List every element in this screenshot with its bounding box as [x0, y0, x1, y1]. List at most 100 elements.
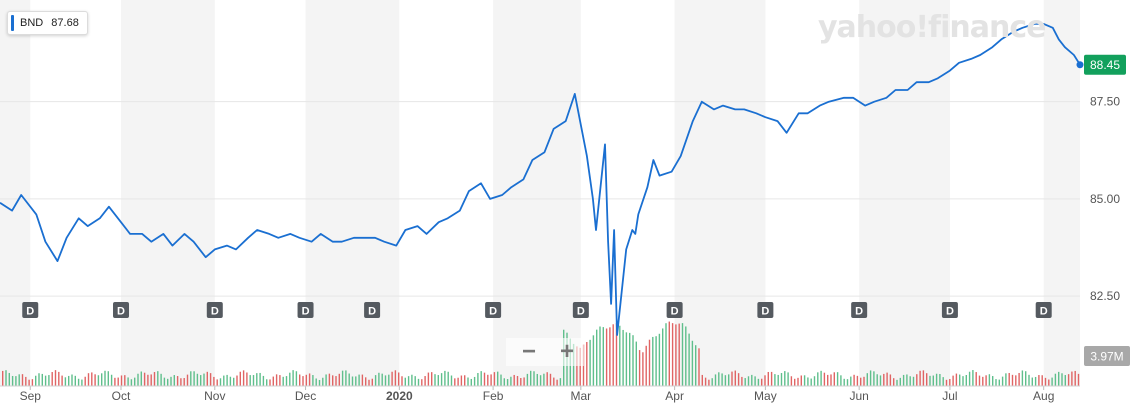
volume-bar: [959, 374, 961, 386]
volume-tag: 3.97M: [1084, 346, 1130, 366]
volume-bar: [450, 375, 453, 386]
volume-bar: [780, 373, 783, 386]
volume-bar: [335, 376, 337, 386]
volume-bar: [1038, 375, 1040, 386]
volume-bar: [91, 372, 93, 386]
volume-bar: [437, 375, 439, 386]
volume-bar: [193, 371, 195, 386]
volume-bar: [371, 378, 373, 386]
volume-bar: [856, 375, 859, 386]
volume-bar: [506, 379, 509, 386]
volume-bar: [77, 378, 80, 386]
volume-bar: [1044, 377, 1047, 386]
dividend-marker: D: [206, 302, 223, 318]
volume-bar: [167, 378, 169, 386]
volume-bar: [407, 376, 410, 386]
dividend-marker: D: [572, 302, 589, 318]
volume-bar: [615, 323, 618, 386]
volume-bar: [764, 375, 766, 386]
volume-bar: [282, 376, 284, 386]
month-bands: [0, 0, 1080, 386]
volume-bar: [87, 373, 90, 386]
x-tick-label: 2020: [386, 389, 413, 403]
volume-bar: [899, 377, 901, 386]
volume-bar: [467, 377, 469, 386]
svg-text:3.97M: 3.97M: [1090, 350, 1123, 364]
volume-bar: [648, 339, 651, 386]
volume-bar: [470, 378, 472, 386]
volume-bar: [932, 375, 934, 386]
volume-bar: [18, 374, 20, 386]
volume-bar: [807, 377, 809, 386]
svg-text:D: D: [761, 306, 769, 318]
volume-bar: [652, 336, 654, 386]
volume-bar: [681, 323, 684, 386]
volume-bar: [427, 372, 430, 386]
svg-text:D: D: [26, 306, 34, 318]
dividend-marker: D: [364, 302, 381, 318]
volume-bar: [239, 371, 241, 386]
volume-bar: [404, 377, 406, 386]
ticker-symbol: BND: [20, 17, 44, 29]
volume-bar: [322, 377, 324, 386]
volume-bar: [266, 379, 268, 386]
y-axis: 82.50 85.00 87.50: [1090, 95, 1120, 303]
ticker-box: BND 87.68: [7, 11, 88, 35]
volume-bar: [975, 372, 977, 386]
volume-bar: [223, 375, 225, 386]
volume-bar: [893, 378, 895, 386]
volume-bar: [150, 374, 152, 386]
volume-bar: [744, 378, 746, 386]
volume-bar: [876, 374, 878, 386]
volume-bar: [906, 374, 908, 386]
volume-bar: [830, 374, 832, 386]
volume-bar: [972, 370, 974, 386]
volume-bar: [757, 378, 760, 386]
volume-bar: [104, 370, 106, 386]
x-tick-label: Mar: [571, 389, 592, 403]
dividend-marker: D: [757, 302, 774, 318]
volume-bar: [28, 379, 30, 386]
volume-bar: [833, 372, 835, 386]
volume-bar: [378, 372, 380, 386]
svg-text:D: D: [368, 306, 376, 318]
price-line: [0, 22, 1081, 336]
volume-bar: [381, 373, 383, 386]
volume-bar: [513, 374, 515, 386]
volume-bar: [477, 373, 479, 386]
volume-bar: [992, 376, 994, 386]
zoom-in-button[interactable]: +: [559, 338, 574, 365]
volume-bar: [929, 375, 931, 386]
volume-bar: [160, 373, 162, 386]
volume-bar: [820, 370, 822, 386]
volume-bar: [596, 329, 598, 386]
volume-bar: [823, 372, 826, 386]
volume-bar: [117, 377, 119, 386]
volume-bar: [64, 377, 67, 386]
volume-bar: [553, 377, 555, 386]
volume-bar: [490, 374, 492, 386]
volume-bar: [794, 378, 796, 386]
zoom-out-button[interactable]: −: [521, 338, 536, 365]
volume-bar: [995, 379, 997, 386]
volume-bar: [1074, 370, 1076, 386]
volume-bar: [982, 376, 984, 386]
volume-bar: [351, 376, 354, 386]
volume-bar: [718, 372, 720, 386]
dividend-marker: D: [941, 302, 958, 318]
volume-bar: [797, 377, 799, 386]
volume-bar: [315, 378, 317, 386]
dividend-marker: D: [485, 302, 502, 318]
volume-bar: [213, 376, 215, 386]
volume-bar: [724, 375, 727, 386]
volume-bar: [968, 371, 971, 386]
volume-bar: [747, 376, 750, 386]
volume-bar: [124, 375, 126, 386]
volume-bar: [25, 376, 27, 386]
axis-tags: 88.45 3.97M: [1084, 54, 1130, 366]
price-series: [0, 22, 1084, 336]
volume-bar: [559, 378, 562, 386]
x-tick-label: Dec: [295, 389, 316, 403]
volume-bar: [170, 376, 172, 386]
